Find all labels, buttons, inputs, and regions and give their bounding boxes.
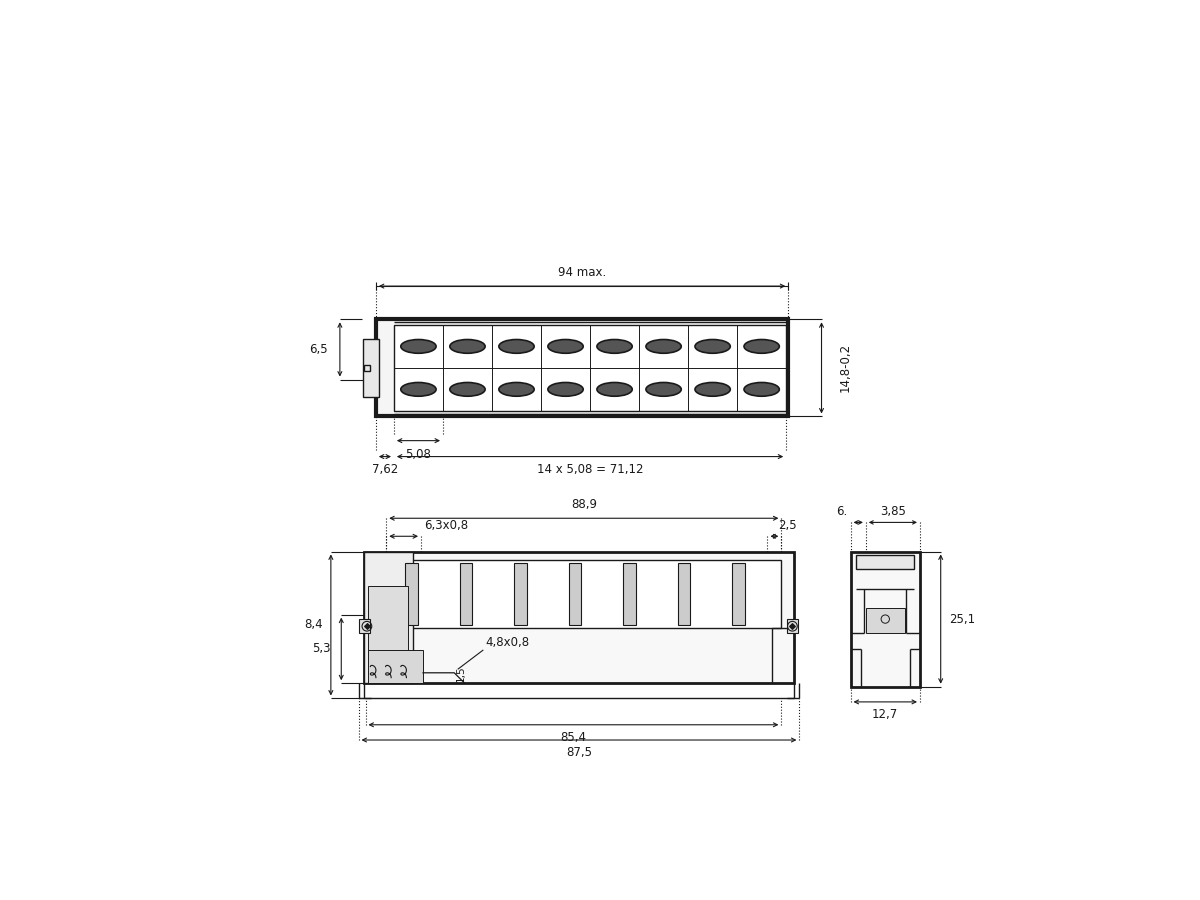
Bar <box>386 560 781 628</box>
Bar <box>787 619 798 634</box>
Bar <box>851 552 920 687</box>
Ellipse shape <box>450 382 485 396</box>
Ellipse shape <box>548 382 583 396</box>
Text: 87,5: 87,5 <box>566 746 592 760</box>
Text: 94 max.: 94 max. <box>558 266 606 279</box>
Bar <box>623 563 636 625</box>
Bar <box>678 563 690 625</box>
Text: 88,9: 88,9 <box>571 499 596 511</box>
Text: 6,5: 6,5 <box>308 343 328 356</box>
Text: 14 x 5,08 = 71,12: 14 x 5,08 = 71,12 <box>536 463 643 476</box>
Text: 85,4: 85,4 <box>560 731 587 744</box>
Ellipse shape <box>499 382 534 396</box>
Text: 1,5: 1,5 <box>456 665 466 682</box>
Bar <box>364 338 379 397</box>
Text: 8,4: 8,4 <box>304 618 323 632</box>
Ellipse shape <box>744 382 779 396</box>
Ellipse shape <box>401 382 436 396</box>
Ellipse shape <box>646 339 682 354</box>
Text: 4,8x0,8: 4,8x0,8 <box>486 635 529 649</box>
Bar <box>394 325 786 410</box>
Ellipse shape <box>744 339 779 354</box>
Text: 12,7: 12,7 <box>872 708 899 721</box>
Text: 25,1: 25,1 <box>949 613 976 626</box>
Bar <box>856 555 914 569</box>
Bar <box>569 563 581 625</box>
Bar <box>367 586 408 655</box>
Text: 2,5: 2,5 <box>778 519 797 532</box>
Ellipse shape <box>695 382 731 396</box>
Bar <box>460 563 473 625</box>
Ellipse shape <box>499 339 534 354</box>
Bar <box>376 320 788 417</box>
Bar <box>367 650 424 683</box>
Bar <box>515 563 527 625</box>
Ellipse shape <box>450 339 485 354</box>
Bar <box>866 608 905 633</box>
Bar <box>406 563 418 625</box>
Ellipse shape <box>401 339 436 354</box>
Bar <box>364 552 793 683</box>
Ellipse shape <box>548 339 583 354</box>
Ellipse shape <box>695 339 731 354</box>
Text: 3,85: 3,85 <box>880 505 906 518</box>
Bar <box>364 552 413 683</box>
Ellipse shape <box>596 339 632 354</box>
Text: 7,62: 7,62 <box>372 463 398 476</box>
Text: 14,8-0,2: 14,8-0,2 <box>839 343 852 392</box>
Text: 6,3x0,8: 6,3x0,8 <box>425 519 468 532</box>
Ellipse shape <box>596 382 632 396</box>
Bar <box>732 563 745 625</box>
Ellipse shape <box>646 382 682 396</box>
Text: 5,08: 5,08 <box>406 447 431 461</box>
Text: 6.: 6. <box>836 505 848 518</box>
Bar <box>359 619 370 634</box>
Text: 5,3: 5,3 <box>312 643 330 655</box>
